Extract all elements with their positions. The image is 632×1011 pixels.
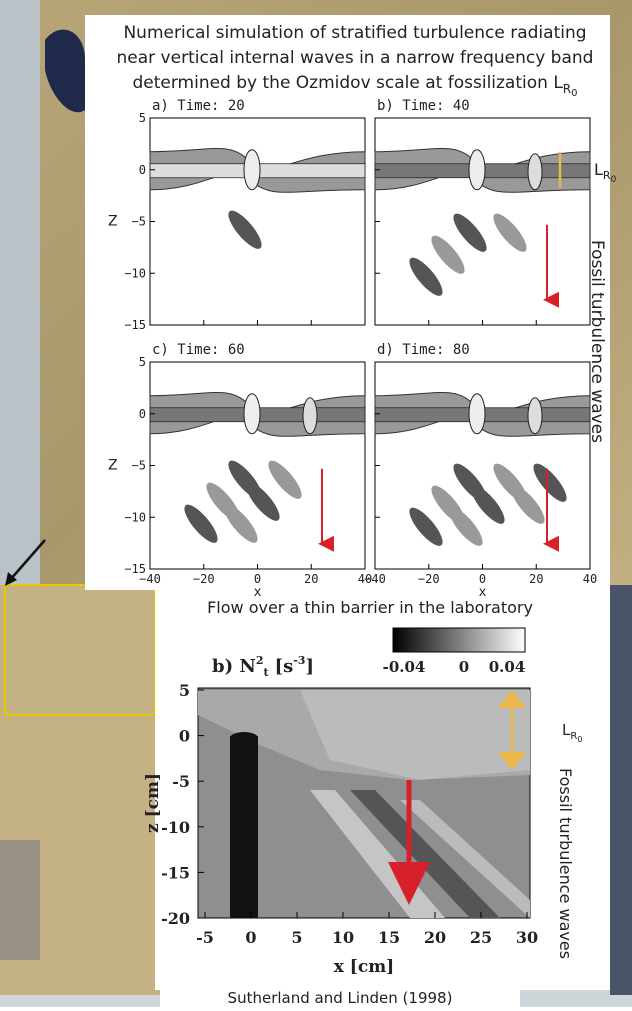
x-tick-label: 40 [583,572,597,586]
y-tick-label: 0 [139,407,146,421]
title-line: Numerical simulation of stratified turbu… [123,23,586,43]
y-tick-label: -10 [161,818,190,837]
x-tick-label: 15 [378,928,400,947]
side-symbol-text: L [594,160,603,179]
y-label: Z [108,458,118,474]
y-tick-label: -15 [161,863,190,882]
vortex [303,398,317,434]
y-tick-label: −15 [124,318,146,332]
side-subscript: R [570,731,577,742]
colorbar-tick-label: 0 [459,658,469,676]
y-label: Z [108,214,118,230]
x-tick-label: 5 [291,928,302,947]
x-tick-label: 0 [479,572,486,586]
x-tick-label: −40 [364,572,386,586]
vortex [244,394,260,434]
x-tick-label: −40 [139,572,161,586]
x-label: x [254,585,262,600]
x-tick-label: −20 [193,572,215,586]
x-tick-label: -5 [196,928,214,947]
barrier-top [230,732,258,744]
y-tick-label: −10 [124,510,146,524]
vortex [469,150,485,190]
y-tick-label: -5 [172,772,190,791]
x-tick-label: 0 [254,572,261,586]
y-tick-label: 5 [179,681,190,700]
x-tick-label: 30 [516,928,538,947]
x-tick-label: 10 [332,928,354,947]
side-subsubscript: 0 [577,735,582,744]
lab-x-label: x [cm] [334,957,394,977]
page: Numerical simulation of stratified turbu… [0,0,632,1007]
x-tick-label: 20 [424,928,446,947]
title-subsubscript: 0 [571,88,577,99]
y-tick-label: -20 [161,909,190,928]
panel-label: d) Time: 80 [377,342,470,358]
panel-frame [150,118,365,325]
vortex [244,150,260,190]
panel-label: c) Time: 60 [152,342,245,358]
label-sup: 2 [256,654,264,667]
panel-frame [375,362,590,569]
colorbar-tick-label: 0.04 [489,658,526,676]
dark-region [0,840,40,960]
vortex [528,154,542,190]
label-units-end: ] [305,656,314,677]
x-label: x [479,585,487,600]
label-units: [s [275,656,294,677]
y-tick-label: −10 [124,266,146,280]
y-tick-label: −5 [132,459,146,473]
barrier [230,736,258,918]
x-tick-label: 0 [245,928,256,947]
lab-y-label: z [cm] [143,773,163,833]
x-tick-label: −20 [418,572,440,586]
colorbar-tick-label: -0.04 [383,658,426,676]
y-tick-label: 5 [139,355,146,369]
label-text: b) N [212,656,256,677]
y-tick-label: −5 [132,215,146,229]
credit: Sutherland and Linden (1998) [228,989,453,1007]
title-line: near vertical internal waves in a narrow… [117,48,594,68]
x-tick-label: 20 [529,572,543,586]
satellite-image-right [610,585,632,995]
title-text: determined by the Ozmidov scale at fossi… [132,73,563,93]
lab-caption: Flow over a thin barrier in the laborato… [207,598,533,617]
x-tick-label: 20 [304,572,318,586]
title-subscript: R [563,82,571,96]
colorbar [393,628,525,652]
y-tick-label: 0 [139,163,146,177]
lab-side-label: Fossil turbulence waves [556,768,575,959]
label-units-sup: -3 [293,654,305,667]
figure: Numerical simulation of stratified turbu… [0,0,632,1007]
vortex [528,398,542,434]
x-tick-label: 25 [470,928,492,947]
y-tick-label: 0 [179,727,190,746]
side-subsubscript: 0 [611,175,617,185]
image-margin [0,0,40,590]
panel-frame [375,118,590,325]
y-tick-label: 5 [139,111,146,125]
panel-label: a) Time: 20 [152,98,245,114]
vortex [469,394,485,434]
panel-label: b) Time: 40 [377,98,470,114]
